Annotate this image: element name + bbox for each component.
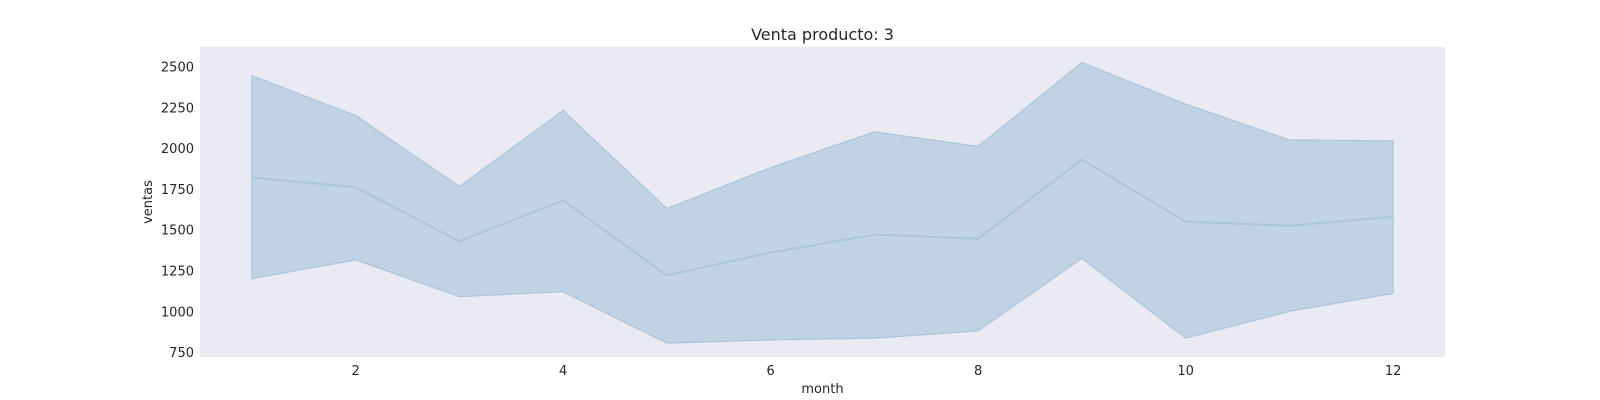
x-axis-ticks: 2 4 6 8 10 12 bbox=[351, 364, 1401, 379]
y-tick-label: 1750 bbox=[161, 183, 194, 198]
series-line bbox=[251, 158, 1394, 277]
y-tick-label: 1500 bbox=[161, 224, 194, 239]
y-tick-label: 750 bbox=[169, 346, 194, 361]
x-tick-label: 8 bbox=[974, 364, 982, 379]
y-tick-label: 2250 bbox=[161, 101, 194, 116]
x-tick-label: 2 bbox=[351, 364, 359, 379]
series-line-layer bbox=[251, 158, 1394, 277]
y-tick-label: 2000 bbox=[161, 142, 194, 157]
y-tick-label: 1000 bbox=[161, 305, 194, 320]
y-tick-label: 1250 bbox=[161, 265, 194, 280]
x-axis-label: month bbox=[801, 382, 843, 397]
x-tick-label: 6 bbox=[766, 364, 774, 379]
confidence-band bbox=[251, 61, 1394, 344]
x-tick-label: 4 bbox=[559, 364, 567, 379]
y-tick-label: 2500 bbox=[161, 61, 194, 76]
chart-title: Venta producto: 3 bbox=[751, 25, 894, 44]
y-axis-label: ventas bbox=[141, 180, 156, 224]
x-tick-label: 12 bbox=[1385, 364, 1402, 379]
y-axis-ticks: 750 1000 1250 1500 1750 2000 2250 2500 bbox=[161, 61, 194, 362]
x-tick-label: 10 bbox=[1177, 364, 1194, 379]
confidence-band-layer bbox=[251, 61, 1394, 344]
